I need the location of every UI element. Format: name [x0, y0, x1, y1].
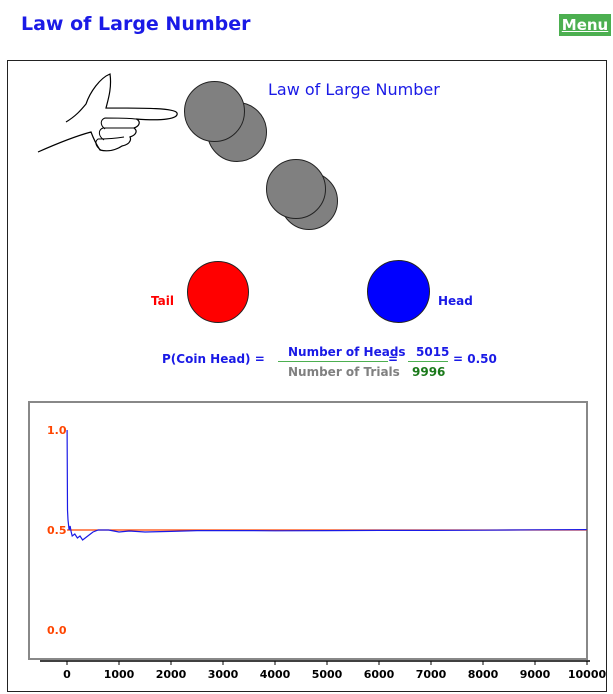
x-tick-label: 6000 — [364, 668, 395, 681]
tail-target — [187, 261, 249, 323]
tail-label: Tail — [151, 294, 174, 308]
x-tick-label: 5000 — [312, 668, 343, 681]
y-tick-label: 1.0 — [47, 424, 67, 437]
x-tick-label: 0 — [63, 668, 71, 681]
y-tick-label: 0.0 — [47, 624, 67, 637]
head-label: Head — [438, 294, 473, 308]
x-tick-label: 4000 — [260, 668, 291, 681]
probability-label: P(Coin Head) = — [162, 352, 265, 366]
x-tick-label: 7000 — [416, 668, 447, 681]
simulation-panel — [7, 60, 607, 692]
fraction-line — [408, 361, 448, 362]
simulation-title: Law of Large Number — [268, 80, 440, 99]
x-tick-label: 8000 — [468, 668, 499, 681]
menu-button[interactable]: Menu — [559, 14, 611, 36]
fraction-line — [278, 361, 388, 362]
hand-icon — [37, 73, 178, 153]
page-title: Law of Large Number — [21, 13, 251, 35]
coin — [266, 159, 326, 219]
head-target — [367, 260, 430, 323]
x-tick-label: 1000 — [104, 668, 135, 681]
numerator-label: Number of Heads — [288, 345, 406, 359]
x-tick-label: 2000 — [156, 668, 187, 681]
equals-sign: = — [388, 352, 399, 366]
denominator-label: Number of Trials — [288, 365, 400, 379]
heads-count: 5015 — [416, 345, 450, 359]
coin — [184, 81, 245, 142]
y-tick-label: 0.5 — [47, 524, 67, 537]
trials-count: 9996 — [412, 365, 446, 379]
x-tick-label: 9000 — [520, 668, 551, 681]
x-tick-label: 3000 — [208, 668, 239, 681]
x-tick-label: 10000 — [568, 668, 607, 681]
probability-result: = 0.50 — [453, 352, 497, 366]
proportion-line — [66, 429, 587, 541]
